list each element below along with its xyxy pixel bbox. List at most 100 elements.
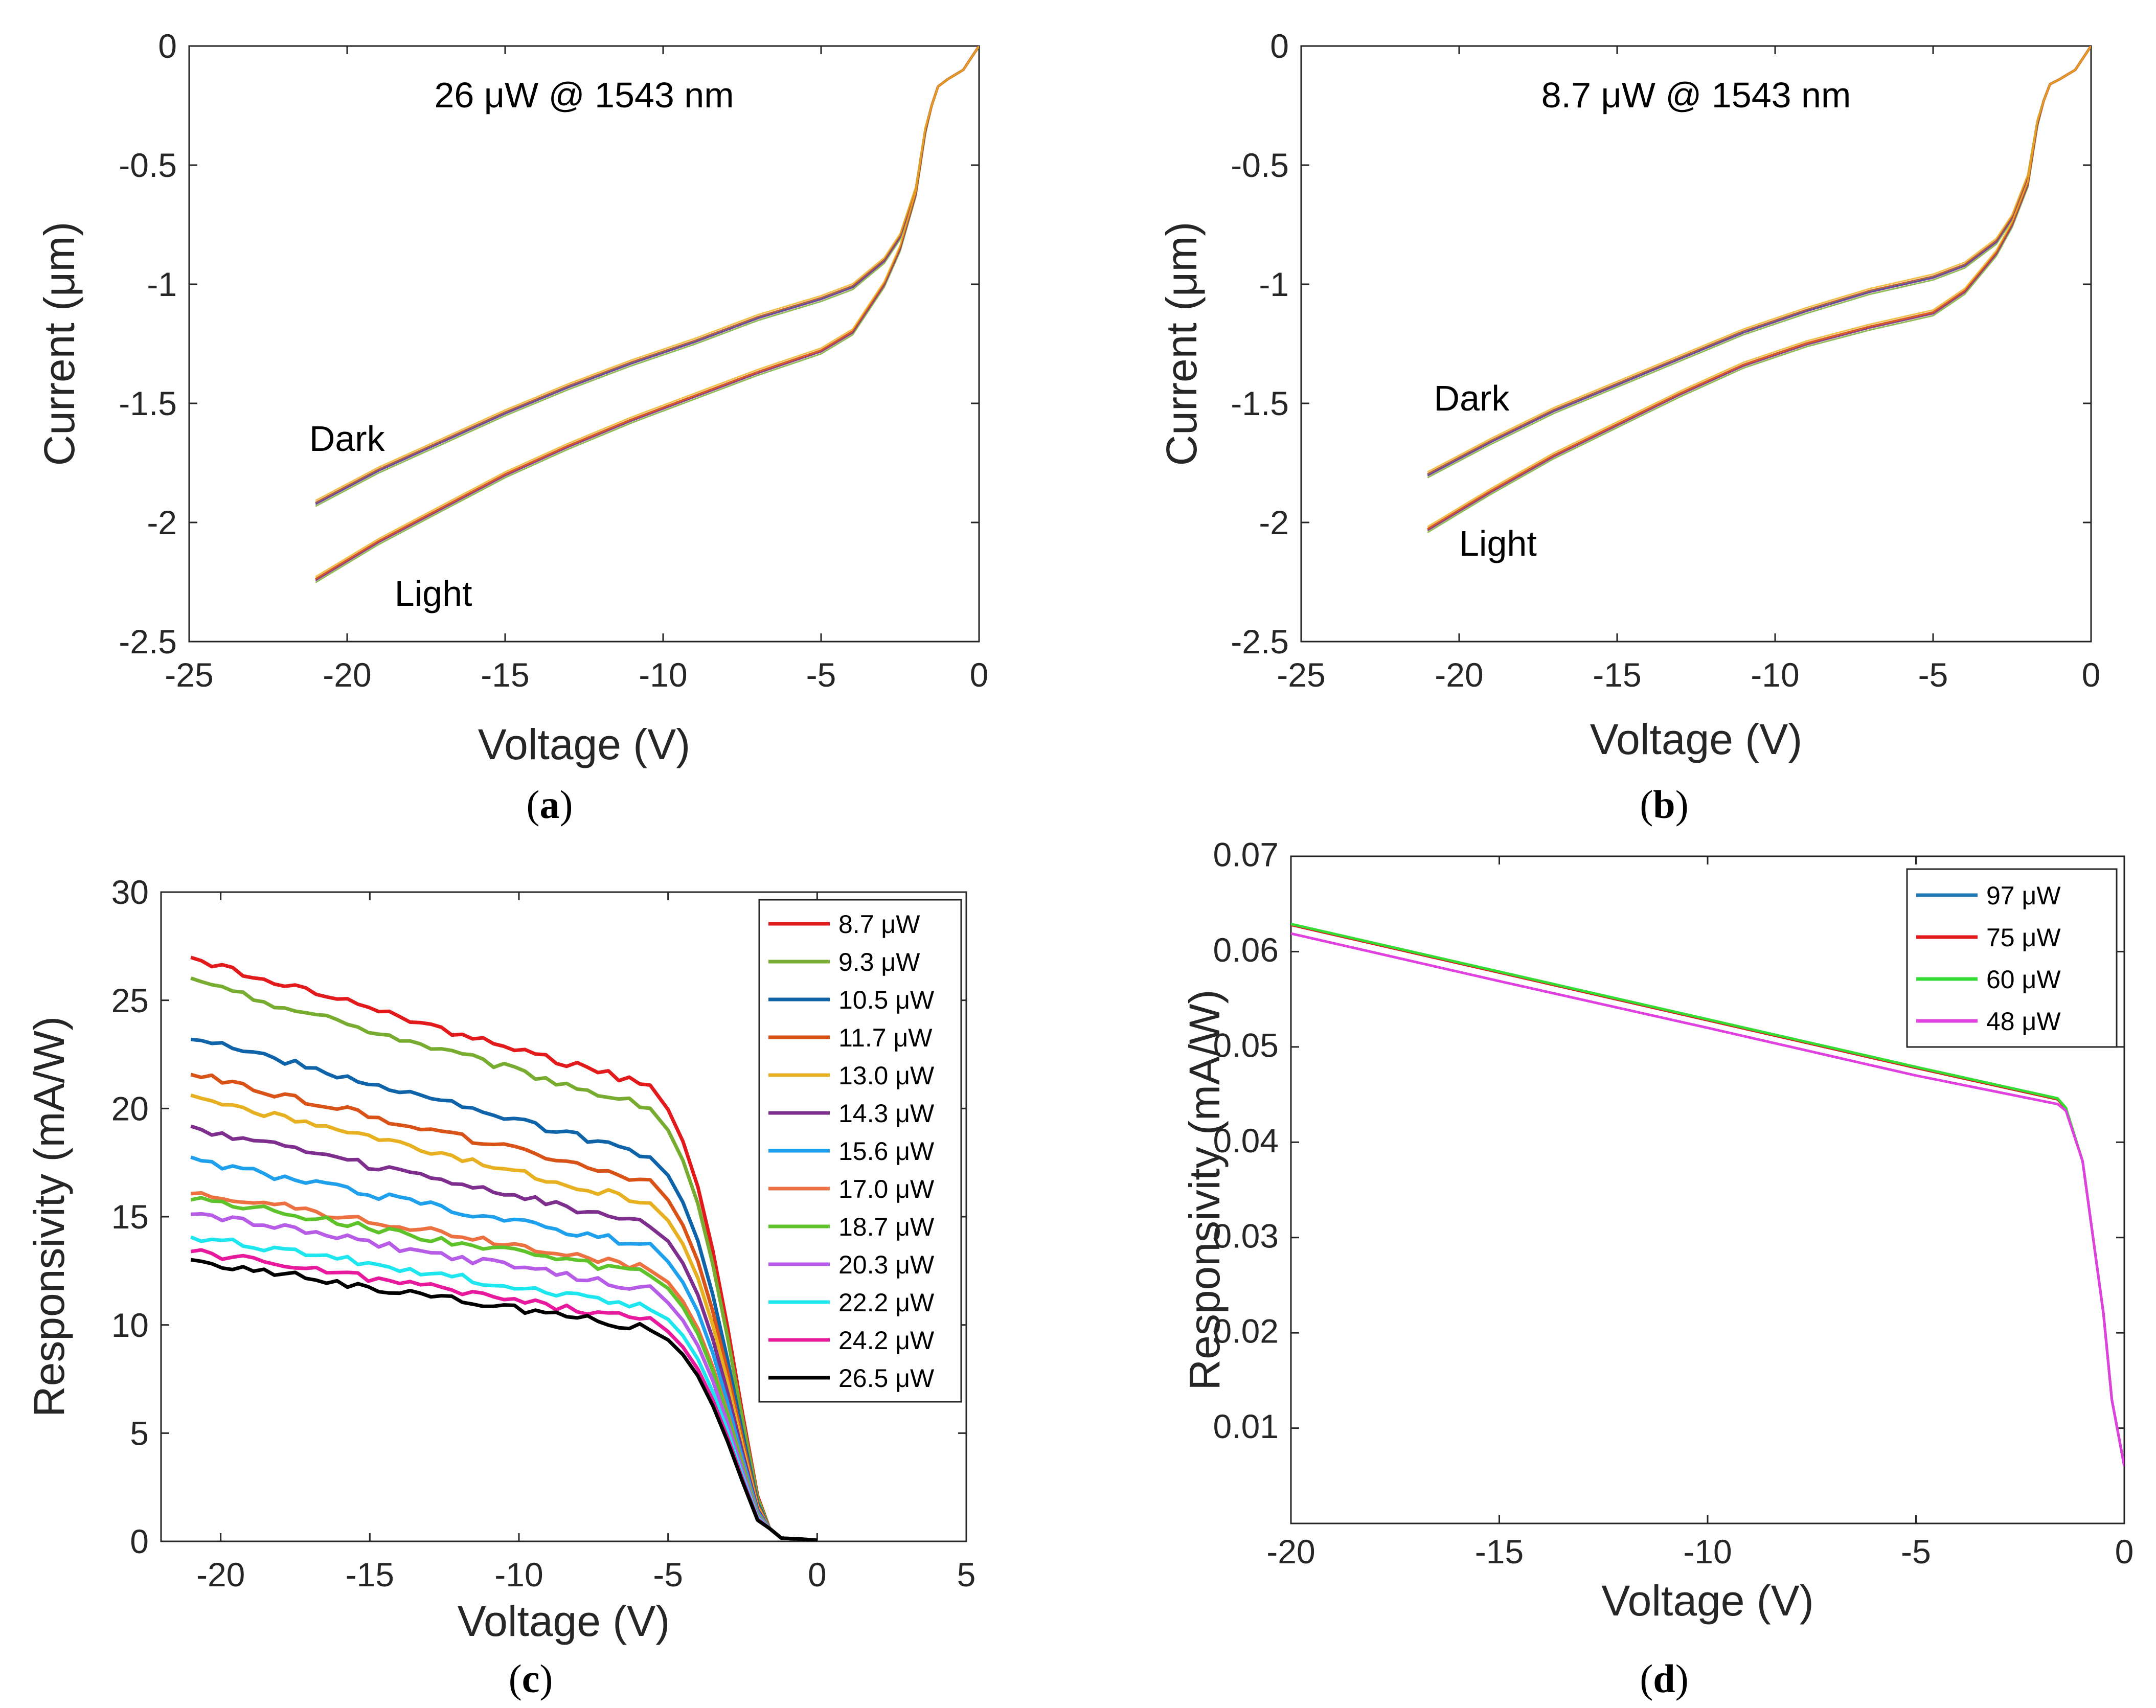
annotation-light: Light bbox=[1459, 523, 1537, 563]
y-tick-label: 30 bbox=[111, 873, 149, 911]
x-tick-label: -5 bbox=[653, 1556, 683, 1593]
x-tick-label: 0 bbox=[2082, 656, 2101, 694]
y-tick-label: 0.05 bbox=[1213, 1026, 1279, 1064]
x-tick-label: -5 bbox=[806, 656, 836, 694]
panel-label-letter: c bbox=[522, 1656, 540, 1701]
panel-c: -20 -15 -10 -5 0 5 0 5 10 15 20 25 30 Voltage (V) Resp… bbox=[25, 873, 975, 1701]
panel-d: -20 -15 -10 -5 0 0.01 0.02 0.03 0.04 0.05 0.06 0.07… bbox=[1181, 836, 2134, 1701]
series-line-17.0-uW bbox=[191, 1191, 818, 1541]
x-axis-label: Voltage (V) bbox=[458, 1597, 670, 1645]
plot-area bbox=[188, 45, 980, 643]
y-axis-label: Current (μm) bbox=[1158, 222, 1206, 466]
x-tick-label: -5 bbox=[1901, 1533, 1931, 1570]
y-tick-label: -1.5 bbox=[119, 384, 177, 422]
legend-box bbox=[1906, 868, 2118, 1048]
y-tick-label: 5 bbox=[130, 1414, 149, 1452]
x-tick-label: -20 bbox=[196, 1556, 245, 1593]
y-tick-label: 0 bbox=[158, 27, 177, 65]
y-tick-label: 10 bbox=[111, 1306, 149, 1344]
y-axis-label: Responsivity (mA/W) bbox=[25, 1016, 73, 1417]
y-tick-label: 20 bbox=[111, 1089, 149, 1127]
panel-label-close: ) bbox=[1675, 782, 1689, 827]
legend-entry: 24.2 μW bbox=[838, 1326, 935, 1355]
x-axis-label: Voltage (V) bbox=[1590, 715, 1803, 763]
legend-entry: 17.0 μW bbox=[838, 1175, 935, 1203]
x-tick-label: 0 bbox=[970, 656, 989, 694]
y-tick-label: 0.06 bbox=[1213, 931, 1279, 969]
series-line-24.2-uW bbox=[190, 1248, 818, 1541]
panel-label-c: (c) bbox=[509, 1656, 553, 1701]
y-tick-label: 0.07 bbox=[1213, 836, 1279, 874]
panel-label-d: (d) bbox=[1640, 1656, 1688, 1701]
x-tick-label: -25 bbox=[165, 656, 213, 694]
panel-label-a: (a) bbox=[527, 782, 573, 827]
series-group bbox=[1426, 46, 2091, 533]
panel-label-letter: b bbox=[1653, 782, 1675, 827]
x-tick-label: -15 bbox=[1593, 656, 1641, 694]
x-tick-label: -10 bbox=[639, 656, 687, 694]
panel-label-open: ( bbox=[1640, 1656, 1653, 1701]
panel-a: -25 -20 -15 -10 -5 0 0 -0.5 -1 -1.5 -2 -2.5 Voltage … bbox=[35, 27, 988, 827]
y-axis-label: Current (μm) bbox=[35, 222, 83, 466]
x-axis-label: Voltage (V) bbox=[1601, 1577, 1814, 1625]
annotation-dark: Dark bbox=[309, 419, 385, 459]
x-tick-label: -20 bbox=[1435, 656, 1483, 694]
series-group bbox=[1291, 922, 2124, 1467]
x-tick-label: -20 bbox=[323, 656, 371, 694]
legend-entry: 22.2 μW bbox=[838, 1288, 935, 1317]
series-line-22.2-uW bbox=[190, 1235, 818, 1541]
legend: 8.7 μW 9.3 μW 10.5 μW 11.7 μW 13.0 μW 14.3 μW… bbox=[758, 899, 962, 1403]
annotation-light: Light bbox=[395, 574, 472, 613]
series-line-10.5-uW bbox=[190, 1037, 818, 1541]
annotation-dark: Dark bbox=[1434, 378, 1510, 418]
series-line-9.3-uW bbox=[190, 976, 818, 1541]
y-tick-label: 0.04 bbox=[1213, 1122, 1279, 1159]
y-tick-label: 0.02 bbox=[1213, 1312, 1279, 1350]
y-tick-label: -2.5 bbox=[119, 623, 177, 661]
panel-label-open: ( bbox=[509, 1656, 522, 1701]
panel-label-open: ( bbox=[1640, 782, 1653, 827]
series-line-48-uW bbox=[1291, 932, 2124, 1467]
x-tick-label: -25 bbox=[1277, 656, 1325, 694]
y-tick-label: 0.03 bbox=[1213, 1217, 1279, 1255]
x-tick-label: -10 bbox=[494, 1556, 543, 1593]
panel-label-letter: a bbox=[540, 782, 560, 827]
x-tick-label: -10 bbox=[1751, 656, 1799, 694]
legend-entry: 75 μW bbox=[1986, 923, 2061, 952]
legend-entry: 11.7 μW bbox=[838, 1023, 933, 1052]
y-tick-label: -2 bbox=[147, 504, 177, 541]
x-tick-label: -5 bbox=[1918, 656, 1948, 694]
series-line-26.5-uW bbox=[190, 1258, 818, 1541]
legend-entry: 9.3 μW bbox=[838, 948, 920, 976]
y-axis-label: Responsivity (mA/W) bbox=[1181, 989, 1229, 1390]
legend-entry: 14.3 μW bbox=[838, 1099, 935, 1128]
series-group bbox=[314, 46, 979, 583]
y-tick-label: 0 bbox=[1270, 27, 1289, 65]
panel-label-close: ) bbox=[1675, 1656, 1689, 1701]
series-line-13.0-uW bbox=[190, 1093, 818, 1541]
x-tick-label: 0 bbox=[808, 1556, 827, 1593]
legend-entry: 15.6 μW bbox=[838, 1137, 935, 1166]
x-axis-label: Voltage (V) bbox=[478, 720, 691, 768]
legend-entry: 18.7 μW bbox=[838, 1213, 935, 1241]
x-tick-label: -20 bbox=[1266, 1533, 1315, 1570]
series-line-15.6-uW bbox=[190, 1155, 818, 1541]
plot-area bbox=[1300, 45, 2092, 643]
x-tick-label: -15 bbox=[346, 1556, 394, 1593]
series-line-14.3-uW bbox=[190, 1124, 818, 1541]
series-line-repeat bbox=[315, 46, 979, 578]
y-tick-label: -2 bbox=[1259, 504, 1289, 541]
panel-label-close: ) bbox=[539, 1656, 553, 1701]
y-tick-label: -0.5 bbox=[119, 146, 177, 184]
chart-title: 26 μW @ 1543 nm bbox=[434, 75, 734, 115]
panel-label-b: (b) bbox=[1640, 782, 1688, 827]
x-tick-label: 5 bbox=[957, 1556, 976, 1593]
panel-b: -25 -20 -15 -10 -5 0 0 -0.5 -1 -1.5 -2 -2.5 Voltage … bbox=[1158, 27, 2100, 827]
x-tick-label: -15 bbox=[481, 656, 529, 694]
legend-entry: 8.7 μW bbox=[838, 910, 920, 939]
y-tick-label: -0.5 bbox=[1231, 146, 1289, 184]
legend-entry: 13.0 μW bbox=[838, 1061, 935, 1090]
legend-entry: 26.5 μW bbox=[838, 1364, 935, 1393]
series-line-repeat bbox=[1427, 46, 2091, 528]
series-line-11.7-uW bbox=[190, 1073, 818, 1541]
